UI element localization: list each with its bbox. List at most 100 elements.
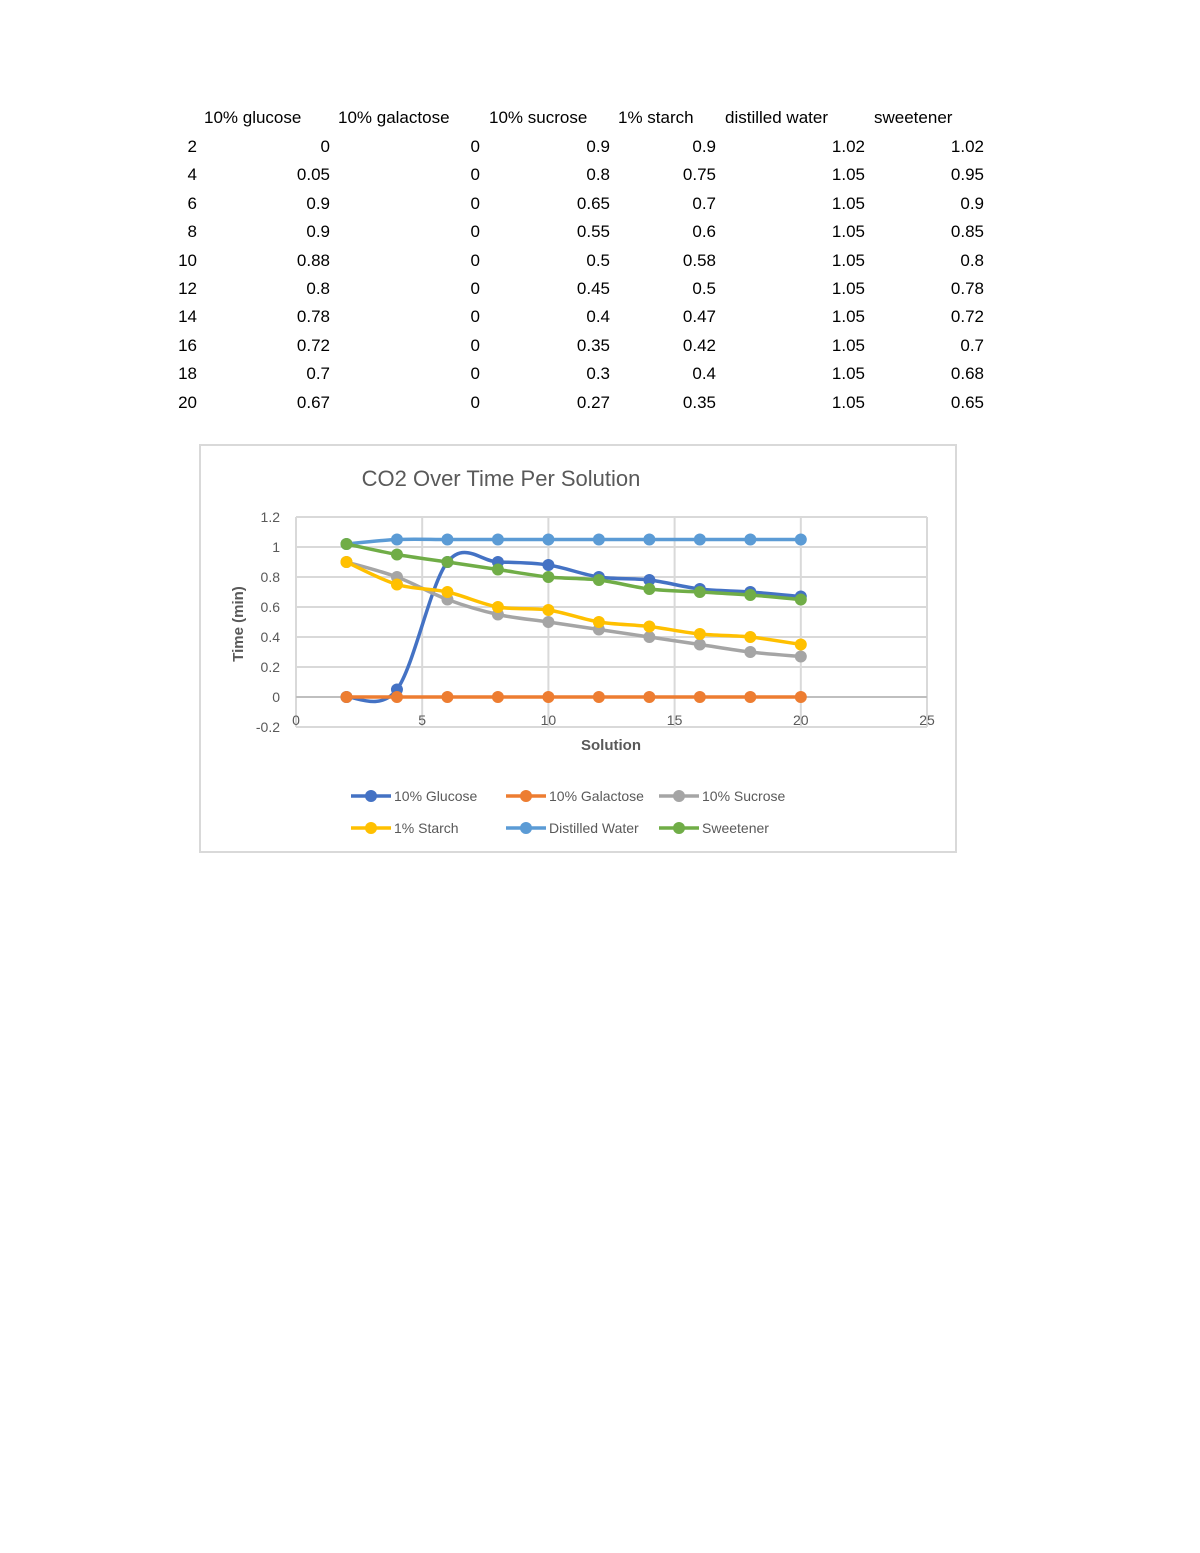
legend-marker-icon [673,822,685,834]
table-cell: 0.72 [296,335,330,355]
legend-item: 1% Starch [351,820,459,836]
data-point [592,616,605,628]
table-cell: 0.65 [576,193,610,213]
table-cell: 0.27 [576,392,610,412]
legend-item: 10% Glucose [351,788,477,804]
column-header: 10% sucrose [489,108,588,127]
table-cell: 0.7 [306,364,330,384]
data-point [491,601,504,613]
table-cell: 0.45 [576,279,610,298]
data-point [592,533,605,546]
series-lines [340,533,807,704]
legend-item: 10% Sucrose [659,788,785,804]
table-cell: 0.78 [950,279,984,298]
table-cell: 0.4 [692,364,716,384]
data-point [491,563,504,576]
y-tick-label: -0.2 [256,719,280,735]
data-point [794,593,807,606]
legend-item: 10% Galactose [506,788,644,804]
table-cell: 0 [470,307,480,327]
table-cell: 0.7 [960,335,984,355]
table-cell: 1.05 [831,165,865,185]
data-point [542,691,555,703]
data-point [744,646,757,658]
column-header: 10% glucose [204,108,302,127]
legend-label: 10% Sucrose [702,788,785,804]
data-point [592,574,605,586]
row-label: 18 [178,364,197,384]
data-point [542,559,555,571]
table-cell: 0 [320,137,330,156]
table-cell: 0.9 [960,193,984,213]
table-cell: 1.05 [831,222,865,242]
table-cell: 0.67 [296,392,330,412]
legend-item: Distilled Water [506,820,639,836]
table-cell: 0 [470,279,480,298]
series-sweetener [340,538,807,606]
legend-label: 10% Galactose [549,788,644,804]
y-axis-label: Time (min) [230,586,247,662]
table-cell: 0.88 [296,250,330,270]
table-cell: 1.05 [831,335,865,355]
table-cell: 0.55 [576,222,610,242]
table-cell: 0 [470,137,480,156]
column-header: distilled water [725,108,828,127]
x-tick-label: 10 [541,712,557,728]
table-cell: 0.68 [950,364,984,384]
table-cell: 0.6 [692,222,716,242]
table-cell: 0 [470,250,480,270]
table-cell: 0.4 [586,307,610,327]
data-point [693,533,706,546]
data-point [693,586,706,598]
data-point [542,604,555,616]
table-cell: 0.5 [692,279,716,298]
y-tick-label: 0 [272,689,280,705]
table-cell: 0.7 [692,193,716,213]
data-point [744,589,757,601]
data-point [794,638,807,651]
legend-marker-icon [365,822,377,834]
data-point [643,620,656,633]
table-cell: 0.35 [576,335,610,355]
x-tick-label: 25 [919,712,935,728]
data-point [693,691,706,703]
y-tick-label: 0.4 [261,629,281,645]
data-point [542,533,555,546]
x-tick-label: 20 [793,712,809,728]
data-point [643,631,656,643]
x-tick-label: 5 [418,712,426,728]
table-cell: 0.95 [950,165,984,185]
table-cell: 0 [470,193,480,213]
table-cell: 0.8 [306,279,330,298]
table-cell: 1.05 [831,250,865,270]
table-cell: 0.3 [586,364,610,384]
table-cell: 0.75 [682,165,716,185]
data-point [340,556,353,568]
row-label: 14 [178,307,197,327]
column-header: 1% starch [618,108,694,127]
row-label: 16 [178,335,197,355]
data-point [390,691,403,703]
table-cell: 1.05 [831,307,865,327]
data-point [340,538,353,550]
data-point [542,616,555,628]
row-label: 8 [187,222,197,242]
series-10-galactose [340,691,807,703]
x-axis-label: Solution [581,737,641,754]
table-cell: 0 [470,222,480,242]
data-point [744,691,757,703]
series-1-starch [340,556,807,651]
table-cell: 0.05 [296,165,330,185]
table-cell: 1.02 [831,137,865,156]
chart-title: CO2 Over Time Per Solution [362,466,641,491]
table-cell: 0.8 [960,250,984,270]
chart-container: CO2 Over Time Per Solution -0.2 0 0.2 0.4 0.… [199,444,957,853]
table-cell: 1.05 [831,364,865,384]
table-cell: 1.05 [831,193,865,213]
data-point [794,691,807,703]
table-cell: 0.9 [306,222,330,242]
axes: -0.2 0 0.2 0.4 0.6 0.8 1 1.2 0 5 10 15 20 25 [256,509,935,735]
y-tick-label: 0.2 [261,659,281,675]
x-tick-label: 0 [292,712,300,728]
data-point [643,533,656,546]
